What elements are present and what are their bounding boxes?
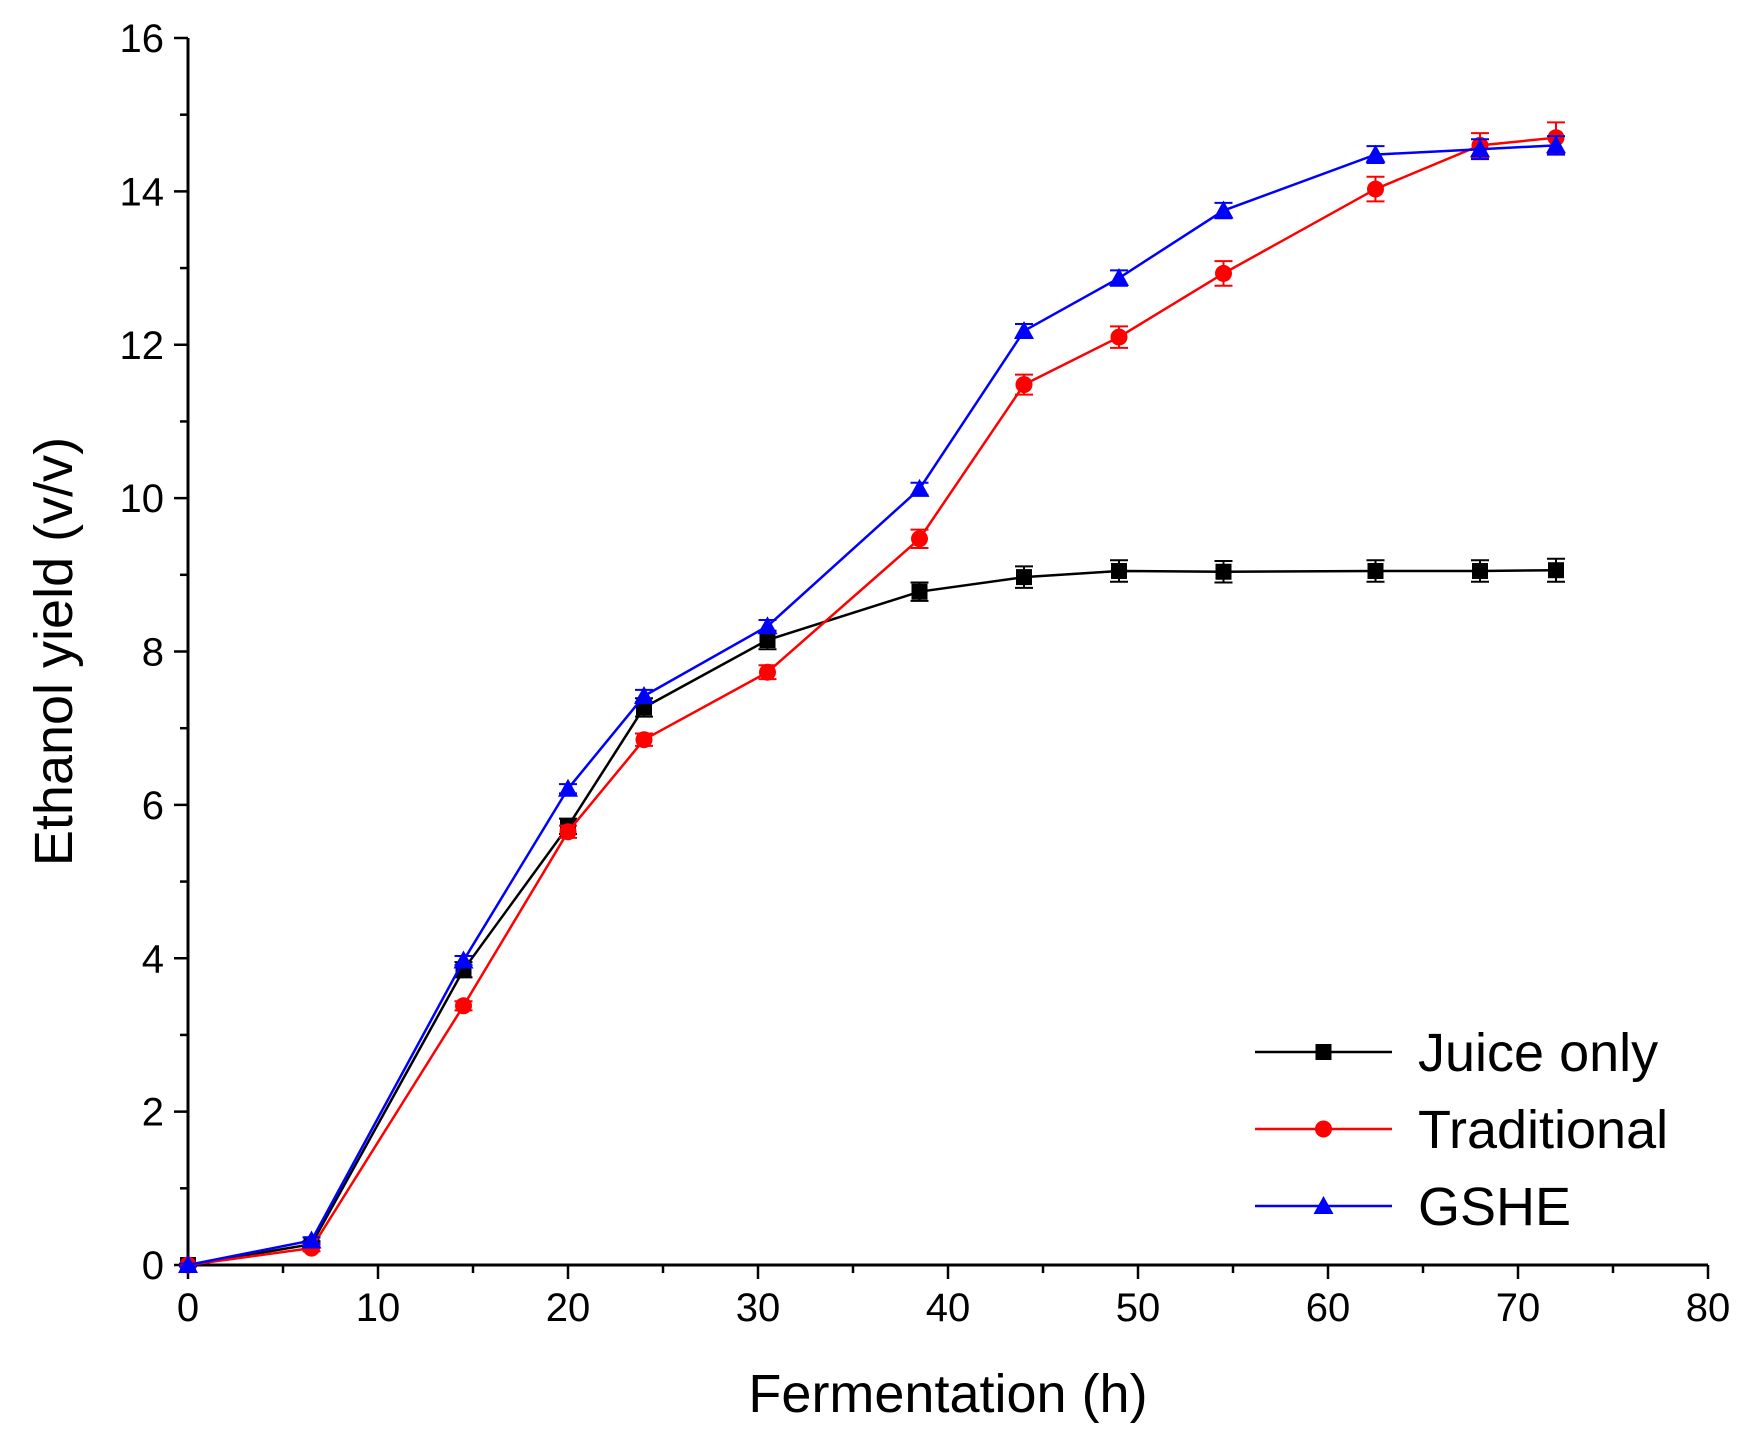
data-point: [1365, 144, 1386, 163]
axes: 0 10 20 30 40 50 60 70 80 0 2 4 6 8 10 12 14 16: [120, 17, 1731, 1330]
legend-label: Juice only: [1418, 1023, 1658, 1083]
data-point: [1215, 264, 1232, 282]
x-tick-label: 80: [1686, 1286, 1731, 1330]
x-tick-label: 60: [1306, 1286, 1351, 1330]
x-tick-label: 70: [1496, 1286, 1541, 1330]
data-point: [1546, 135, 1566, 154]
data-point: [1111, 562, 1127, 579]
y-tick-label: 12: [120, 324, 165, 368]
legend-marker: [1313, 1196, 1334, 1214]
data-point: [558, 778, 578, 797]
data-point: [1215, 563, 1232, 580]
data-point: [178, 1255, 198, 1273]
data-point: [757, 616, 778, 635]
data-point: [1367, 180, 1384, 198]
data-point: [1110, 328, 1128, 346]
legend-entry-traditional: Traditional: [1255, 1100, 1668, 1160]
x-axis-title: Fermentation (h): [748, 1364, 1147, 1424]
data-point: [1014, 320, 1034, 339]
data-point: [453, 950, 474, 969]
data-point: [1016, 569, 1032, 586]
data-point: [1470, 139, 1490, 158]
data-point: [1472, 562, 1488, 579]
data-point: [559, 823, 577, 841]
data-point: [1548, 562, 1564, 579]
y-axis-title: Ethanol yield (v/v): [24, 437, 84, 866]
y-tick-label: 10: [120, 477, 165, 521]
data-point: [301, 1230, 322, 1249]
legend: Juice only Traditional GSHE: [1255, 1023, 1668, 1237]
data-point: [759, 663, 776, 681]
legend-label: Traditional: [1418, 1100, 1668, 1160]
data-point: [1109, 268, 1129, 287]
y-tick-label: 4: [142, 937, 164, 981]
legend-marker: [1315, 1120, 1332, 1138]
series-gshe: [178, 135, 1566, 1273]
data-point: [909, 478, 930, 497]
y-tick-label: 16: [120, 17, 165, 61]
data-point: [635, 731, 653, 749]
data-point: [1367, 562, 1384, 579]
legend-label: GSHE: [1418, 1177, 1571, 1237]
x-tick-label: 10: [356, 1286, 401, 1330]
y-tick-label: 8: [142, 631, 164, 675]
data-point: [1015, 376, 1033, 394]
legend-marker: [1315, 1044, 1332, 1060]
series-juice-only: [179, 557, 1565, 1273]
data-point: [455, 997, 472, 1015]
series-line-juice-only: [187, 568, 1557, 1267]
x-tick-label: 20: [546, 1286, 591, 1330]
y-tick-label: 6: [142, 784, 164, 828]
y-tick-label: 2: [142, 1091, 164, 1135]
x-tick-label: 30: [736, 1286, 781, 1330]
legend-entry-gshe: GSHE: [1255, 1177, 1571, 1237]
x-tick-label: 0: [177, 1286, 199, 1330]
x-tick-label: 40: [926, 1286, 971, 1330]
data-point: [911, 583, 928, 600]
legend-entry-juice-only: Juice only: [1255, 1023, 1658, 1083]
y-tick-label: 0: [142, 1244, 164, 1288]
x-tick-label: 50: [1116, 1286, 1161, 1330]
data-point: [911, 530, 928, 548]
data-point: [634, 685, 654, 704]
data-point: [759, 631, 776, 648]
plot-area: [178, 121, 1566, 1274]
data-point: [1213, 200, 1234, 219]
y-tick-label: 14: [120, 170, 165, 214]
